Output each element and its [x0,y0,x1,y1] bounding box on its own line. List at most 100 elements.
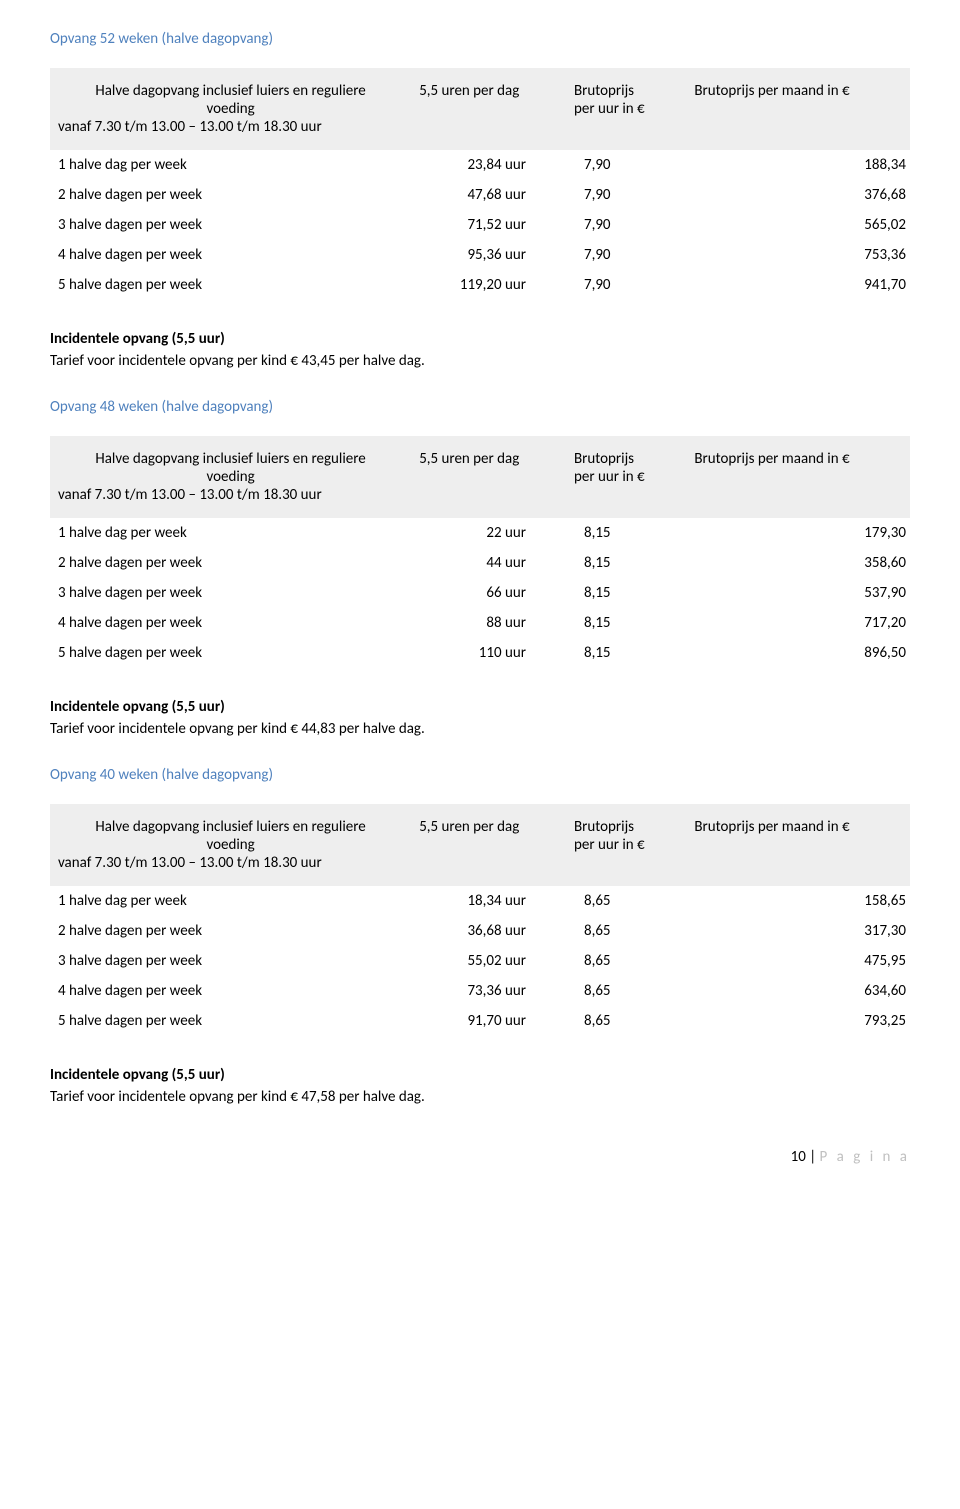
row-label: 1 halve dag per week [50,150,411,180]
table-row: 1 halve dag per week22 uur8,15179,30 [50,518,910,548]
row-uren: 23,84 uur [411,150,566,180]
row-prijs: 8,15 [566,578,686,608]
table-row: 4 halve dagen per week88 uur8,15717,20 [50,608,910,638]
table-row: 5 halve dagen per week91,70 uur8,65793,2… [50,1006,910,1036]
header-description: Halve dagopvang inclusief luiers en regu… [50,436,411,518]
pricing-table-48: Halve dagopvang inclusief luiers en regu… [50,436,910,668]
row-label: 2 halve dagen per week [50,180,411,210]
pricing-table-52: Halve dagopvang inclusief luiers en regu… [50,68,910,300]
table-row: 2 halve dagen per week36,68 uur8,65317,3… [50,916,910,946]
table-row: 4 halve dagen per week95,36 uur7,90753,3… [50,240,910,270]
row-prijs: 8,15 [566,608,686,638]
row-label: 2 halve dagen per week [50,548,411,578]
row-uren: 55,02 uur [411,946,566,976]
row-maand: 376,68 [686,180,910,210]
row-label: 2 halve dagen per week [50,916,411,946]
row-maand: 179,30 [686,518,910,548]
row-prijs: 8,65 [566,976,686,1006]
row-label: 3 halve dagen per week [50,578,411,608]
header-bruto-line2: per uur in € [574,100,645,118]
row-prijs: 8,15 [566,638,686,668]
header-desc-line2: voeding [206,468,254,486]
row-uren: 119,20 uur [411,270,566,300]
row-maand: 896,50 [686,638,910,668]
header-brutoprijs: Brutoprijs per uur in € [566,804,686,886]
row-label: 3 halve dagen per week [50,210,411,240]
table-row: 5 halve dagen per week119,20 uur7,90941,… [50,270,910,300]
row-label: 3 halve dagen per week [50,946,411,976]
row-uren: 18,34 uur [411,886,566,916]
row-prijs: 8,15 [566,548,686,578]
header-bruto-line1: Brutoprijs [574,82,634,100]
header-bruto-line1: Brutoprijs [574,818,634,836]
table-row: 5 halve dagen per week110 uur8,15896,50 [50,638,910,668]
row-uren: 47,68 uur [411,180,566,210]
row-maand: 475,95 [686,946,910,976]
table-row: 2 halve dagen per week44 uur8,15358,60 [50,548,910,578]
table-row: 2 halve dagen per week47,68 uur7,90376,6… [50,180,910,210]
header-bruto-line1: Brutoprijs [574,450,634,468]
header-maand: Brutoprijs per maand in € [686,436,910,518]
header-bruto-line2: per uur in € [574,468,645,486]
section-title-48: Opvang 48 weken (halve dagopvang) [50,398,910,416]
header-brutoprijs: Brutoprijs per uur in € [566,436,686,518]
row-uren: 110 uur [411,638,566,668]
incidental-text-52: Tarief voor incidentele opvang per kind … [50,352,910,370]
header-desc-line1: Halve dagopvang inclusief luiers en regu… [95,450,365,468]
row-prijs: 8,65 [566,916,686,946]
row-maand: 793,25 [686,1006,910,1036]
table-row: 4 halve dagen per week73,36 uur8,65634,6… [50,976,910,1006]
row-prijs: 8,65 [566,1006,686,1036]
table-row: 3 halve dagen per week66 uur8,15537,90 [50,578,910,608]
incidental-text-48: Tarief voor incidentele opvang per kind … [50,720,910,738]
row-label: 1 halve dag per week [50,518,411,548]
header-desc-line3: vanaf 7.30 t/m 13.00 – 13.00 t/m 18.30 u… [58,854,403,872]
row-prijs: 8,65 [566,946,686,976]
row-uren: 88 uur [411,608,566,638]
section-title-40: Opvang 40 weken (halve dagopvang) [50,766,910,784]
row-uren: 44 uur [411,548,566,578]
header-desc-line3: vanaf 7.30 t/m 13.00 – 13.00 t/m 18.30 u… [58,486,403,504]
row-maand: 753,36 [686,240,910,270]
row-maand: 317,30 [686,916,910,946]
pricing-table-40: Halve dagopvang inclusief luiers en regu… [50,804,910,1036]
row-label: 5 halve dagen per week [50,638,411,668]
row-prijs: 7,90 [566,270,686,300]
row-label: 1 halve dag per week [50,886,411,916]
row-prijs: 7,90 [566,210,686,240]
row-maand: 634,60 [686,976,910,1006]
row-uren: 73,36 uur [411,976,566,1006]
row-prijs: 8,65 [566,886,686,916]
row-prijs: 7,90 [566,240,686,270]
page-number: 10 [791,1148,806,1166]
row-maand: 158,65 [686,886,910,916]
incidental-title-48: Incidentele opvang (5,5 uur) [50,698,910,716]
header-bruto-line2: per uur in € [574,836,645,854]
section-title-52: Opvang 52 weken (halve dagopvang) [50,30,910,48]
row-maand: 358,60 [686,548,910,578]
header-desc-line2: voeding [206,836,254,854]
header-desc-line1: Halve dagopvang inclusief luiers en regu… [95,818,365,836]
incidental-title-52: Incidentele opvang (5,5 uur) [50,330,910,348]
header-desc-line1: Halve dagopvang inclusief luiers en regu… [95,82,365,100]
row-uren: 91,70 uur [411,1006,566,1036]
row-uren: 95,36 uur [411,240,566,270]
header-uren: 5,5 uren per dag [411,436,566,518]
header-maand: Brutoprijs per maand in € [686,804,910,886]
page-footer: 10 | P a g i n a [0,1136,960,1184]
row-label: 5 halve dagen per week [50,270,411,300]
header-description: Halve dagopvang inclusief luiers en regu… [50,804,411,886]
table-row: 3 halve dagen per week55,02 uur8,65475,9… [50,946,910,976]
header-desc-line2: voeding [206,100,254,118]
row-uren: 66 uur [411,578,566,608]
row-prijs: 7,90 [566,180,686,210]
header-uren: 5,5 uren per dag [411,68,566,150]
table-header-row: Halve dagopvang inclusief luiers en regu… [50,68,910,150]
table-row: 3 halve dagen per week71,52 uur7,90565,0… [50,210,910,240]
row-prijs: 7,90 [566,150,686,180]
header-brutoprijs: Brutoprijs per uur in € [566,68,686,150]
table-header-row: Halve dagopvang inclusief luiers en regu… [50,436,910,518]
page-label: P a g i n a [820,1148,910,1166]
header-maand: Brutoprijs per maand in € [686,68,910,150]
row-label: 4 halve dagen per week [50,240,411,270]
